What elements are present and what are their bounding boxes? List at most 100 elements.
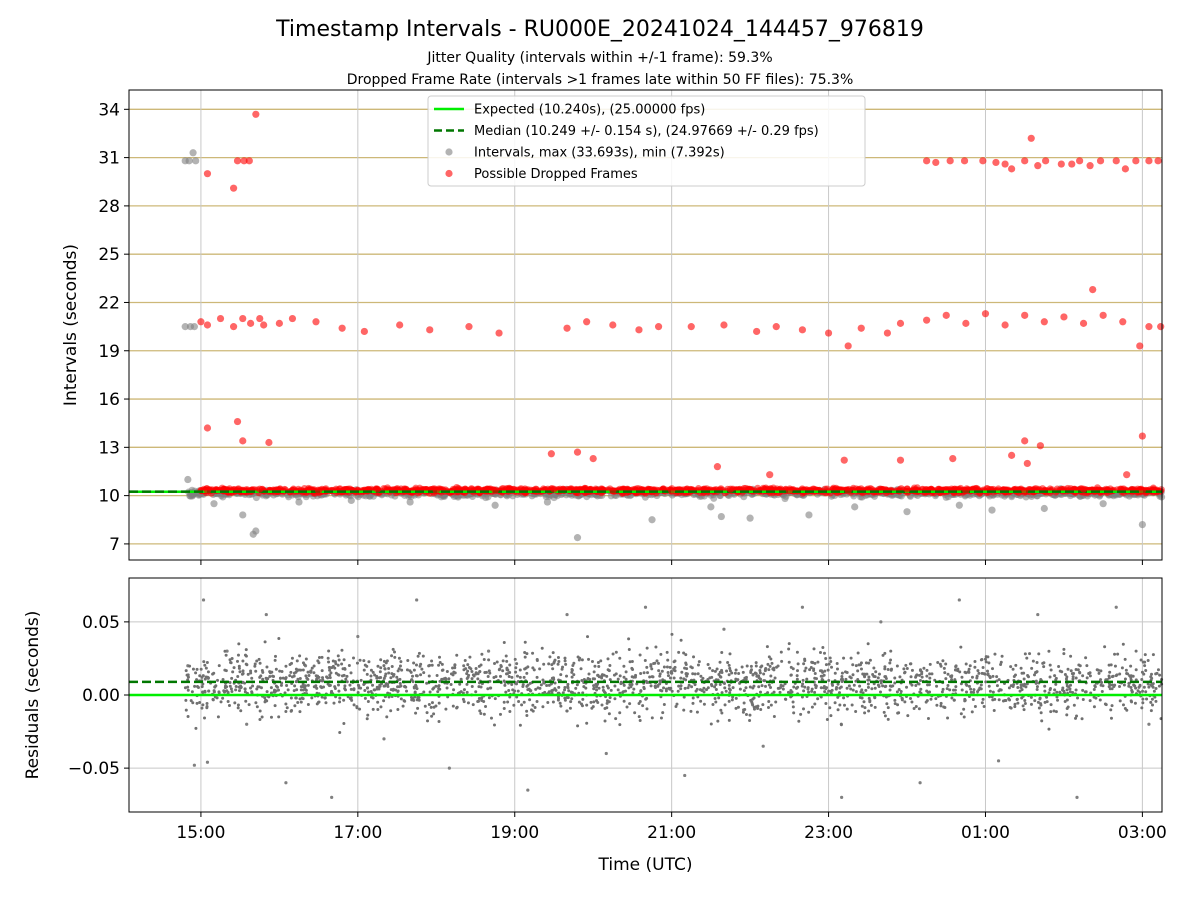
- legend-swatch-2: [445, 148, 453, 156]
- residual-dense-point: [835, 662, 839, 666]
- residual-dense-point: [299, 668, 303, 672]
- interval-point-12: [295, 498, 303, 506]
- residual-dense-point: [465, 676, 469, 680]
- residual-dense-point: [714, 683, 718, 687]
- dropped-point-74: [1157, 323, 1165, 331]
- residual-dense-point: [843, 703, 847, 707]
- residual-dense-point: [754, 661, 758, 665]
- dropped-point-24: [1132, 157, 1140, 165]
- residual-dense-point: [288, 674, 292, 678]
- residual-dense-point: [383, 674, 387, 678]
- residual-dense-point: [905, 666, 909, 670]
- residual-dense-point: [738, 687, 742, 691]
- residual-dense-point: [530, 708, 534, 712]
- residual-dense-point: [917, 707, 921, 711]
- residual-dense-point: [952, 698, 956, 702]
- residual-dense-point: [366, 713, 370, 717]
- residual-dense-point: [492, 723, 496, 727]
- residual-dense-point: [495, 660, 499, 664]
- residual-dense-point: [246, 672, 250, 676]
- residual-dense-point: [613, 697, 617, 701]
- residual-dense-point: [504, 690, 508, 694]
- residual-dense-point: [1063, 699, 1067, 703]
- residual-dense-point: [1072, 703, 1076, 707]
- dropped-point-57: [857, 324, 865, 332]
- residual-dense-point: [713, 685, 717, 689]
- residual-dense-point: [377, 686, 381, 690]
- residual-dense-point: [1150, 676, 1154, 680]
- residual-dense-point: [355, 706, 359, 710]
- residual-dense-point: [403, 685, 407, 689]
- residual-dense-point: [1026, 674, 1030, 678]
- residual-dense-point: [731, 695, 735, 699]
- residual-dense-point: [666, 658, 670, 662]
- residual-dense-point: [412, 686, 416, 690]
- residual-dense-point: [1075, 714, 1079, 718]
- residual-point-18: [643, 605, 648, 609]
- residual-dense-point: [1023, 652, 1027, 656]
- interval-point-17: [573, 534, 582, 542]
- residual-dense-point: [1109, 708, 1113, 712]
- residual-dense-point: [531, 651, 535, 655]
- residual-dense-point: [371, 707, 375, 711]
- dropped-point-15: [1034, 162, 1042, 170]
- residual-dense-point: [757, 676, 761, 680]
- dropped-point-99: [550, 485, 558, 493]
- residual-dense-point: [800, 684, 804, 688]
- residual-dense-point: [591, 705, 595, 709]
- residual-dense-point: [727, 683, 731, 687]
- residual-dense-point: [984, 660, 988, 664]
- residual-dense-point: [1098, 698, 1102, 702]
- residual-dense-point: [720, 671, 724, 675]
- residual-dense-point: [605, 706, 609, 710]
- residual-dense-point: [962, 707, 966, 711]
- residual-dense-point: [883, 665, 887, 669]
- residual-dense-point: [765, 645, 769, 649]
- interval-point-20: [717, 512, 725, 521]
- residual-dense-point: [1074, 688, 1078, 692]
- residual-dense-point: [479, 663, 483, 667]
- residual-dense-point: [619, 682, 623, 686]
- residual-dense-point: [1130, 700, 1134, 704]
- residual-dense-point: [638, 718, 642, 722]
- residual-dense-point: [677, 684, 681, 688]
- residual-dense-point: [387, 695, 391, 699]
- residual-dense-point: [269, 715, 273, 719]
- residual-dense-point: [1112, 684, 1116, 688]
- residual-dense-point: [337, 689, 341, 693]
- residual-dense-point: [239, 684, 243, 688]
- residual-dense-point: [1065, 688, 1069, 692]
- residual-dense-point: [447, 677, 451, 681]
- residual-dense-point: [547, 662, 551, 666]
- residual-dense-point: [684, 653, 688, 657]
- residual-dense-point: [444, 677, 448, 681]
- residual-dense-point: [326, 676, 330, 680]
- residual-dense-point: [684, 672, 688, 676]
- residual-dense-point: [476, 677, 480, 681]
- residual-dense-point: [748, 685, 752, 689]
- residual-dense-point: [644, 697, 648, 701]
- residual-dense-point: [265, 690, 269, 694]
- residual-dense-point: [718, 682, 722, 686]
- residual-dense-point: [638, 653, 642, 657]
- residual-dense-point: [1108, 683, 1112, 687]
- dropped-point-21: [1096, 157, 1105, 165]
- dropped-point-30: [216, 314, 225, 323]
- residual-dense-point: [278, 669, 282, 673]
- residual-dense-point: [608, 696, 612, 700]
- residual-dense-point: [1077, 663, 1081, 667]
- residual-dense-point: [979, 683, 983, 687]
- residual-dense-point: [195, 667, 199, 671]
- residual-dense-point: [520, 703, 524, 707]
- residual-dense-point: [925, 674, 929, 678]
- residual-dense-point: [918, 679, 922, 683]
- residual-dense-point: [751, 697, 755, 701]
- residual-dense-point: [502, 700, 506, 704]
- residual-dense-point: [1157, 684, 1161, 688]
- residual-dense-point: [772, 690, 776, 694]
- residual-dense-point: [589, 700, 593, 704]
- residual-dense-point: [740, 665, 744, 669]
- residual-dense-point: [382, 699, 386, 703]
- residual-dense-point: [298, 654, 302, 658]
- residual-dense-point: [839, 685, 843, 689]
